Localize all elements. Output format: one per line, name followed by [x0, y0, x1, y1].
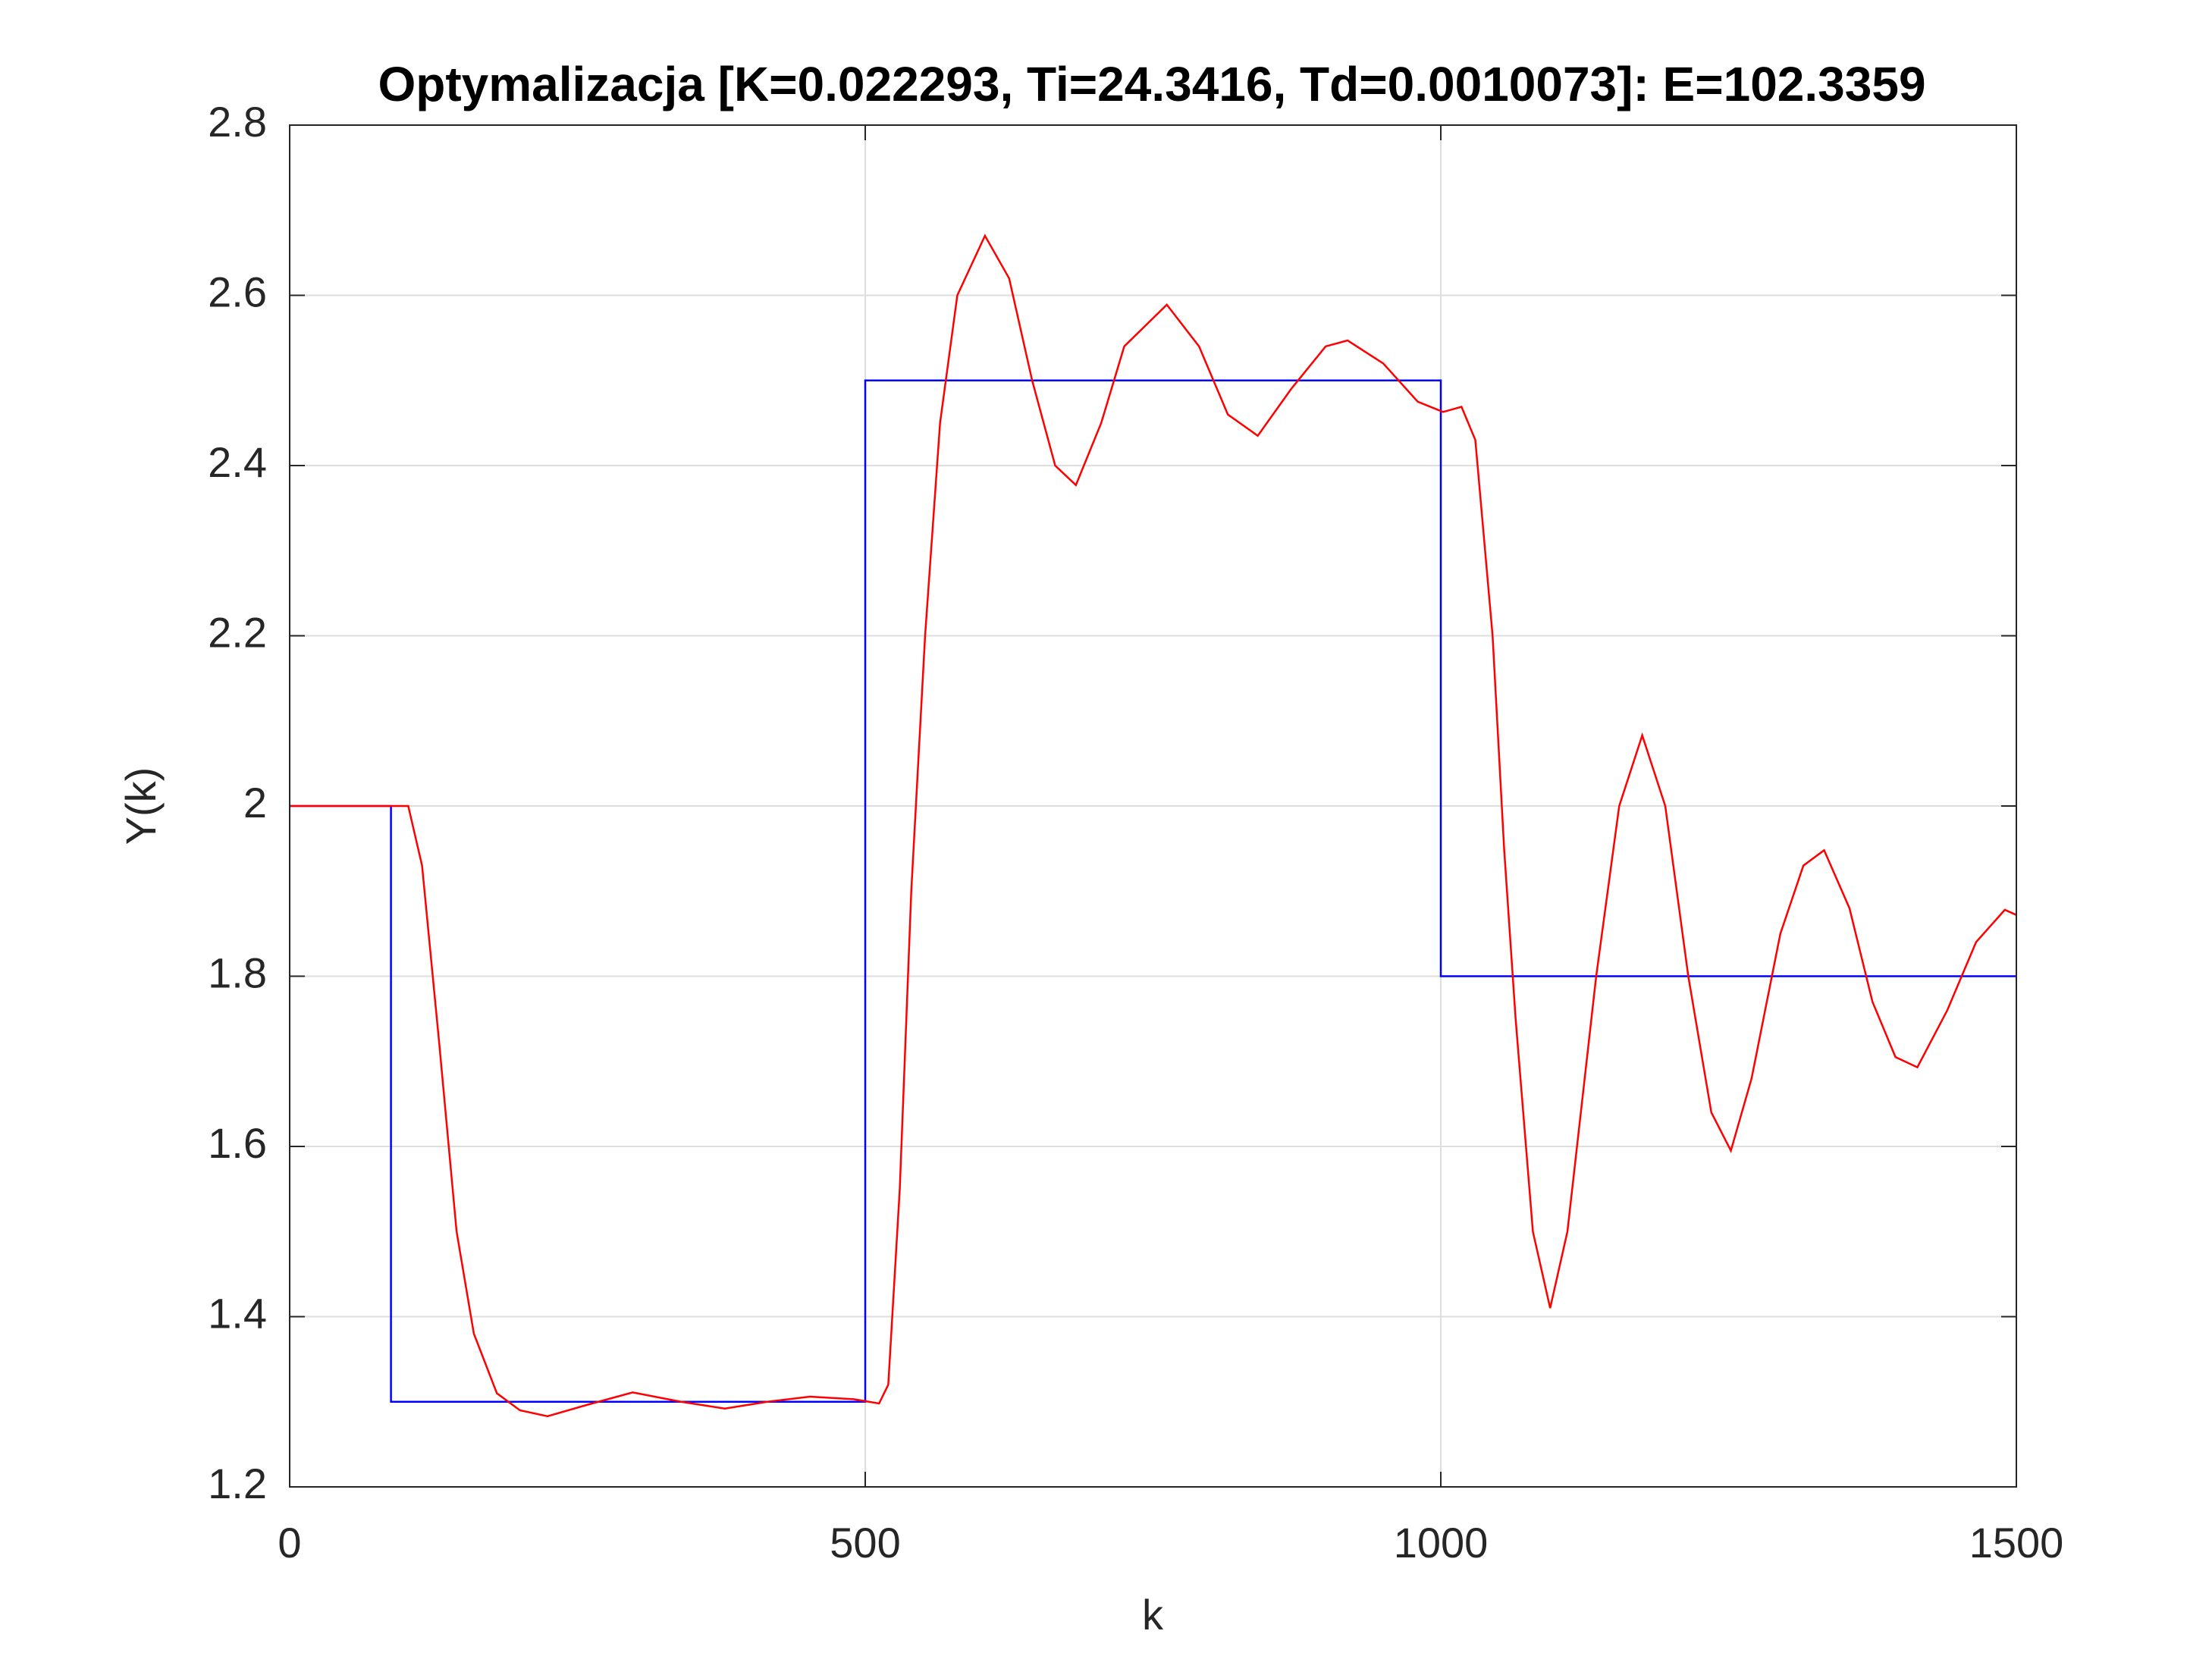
x-axis-label: k: [1142, 1591, 1164, 1639]
y-tick-label: 2: [243, 779, 267, 826]
plot-frame: [289, 124, 2017, 1488]
x-tick-label: 1500: [1969, 1519, 2064, 1566]
y-axis-label: Y(k): [117, 767, 165, 845]
y-tick-label: 1.2: [208, 1460, 267, 1507]
series-line: [290, 379, 2016, 1403]
x-tick-label: 0: [278, 1519, 301, 1566]
y-tick-label: 2.4: [208, 438, 267, 486]
x-tick-label: 500: [830, 1519, 900, 1566]
x-tick-label: 1000: [1394, 1519, 1489, 1566]
y-tick-label: 1.6: [208, 1119, 267, 1167]
series-line: [290, 234, 2017, 1418]
chart-title: Optymalizacja [K=0.022293, Ti=24.3416, T…: [378, 57, 1925, 111]
y-tick-label: 2.6: [208, 268, 267, 315]
y-tick-label: 2.8: [208, 98, 267, 146]
y-tick-label: 1.4: [208, 1289, 267, 1337]
y-tick-label: 1.8: [208, 949, 267, 996]
y-tick-label: 2.2: [208, 608, 267, 656]
